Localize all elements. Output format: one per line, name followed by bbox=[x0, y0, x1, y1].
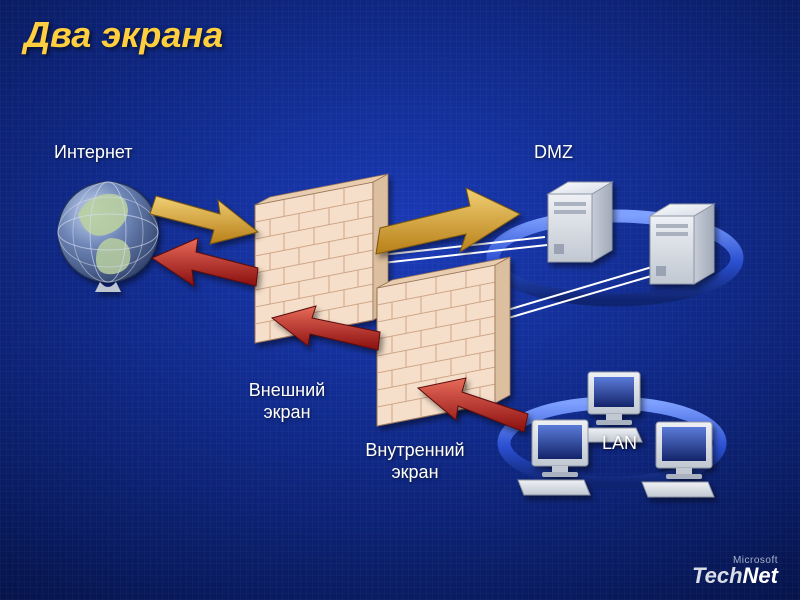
arrow-internet-to-outer bbox=[150, 196, 258, 244]
footer-logo: Microsoft TechNet bbox=[692, 555, 778, 586]
footer-brand-tech: Tech bbox=[692, 563, 743, 588]
internet-globe bbox=[58, 182, 158, 292]
footer-brand-net: Net bbox=[743, 563, 778, 588]
label-inner-fw: Внутренний экран bbox=[345, 440, 485, 483]
arrow-outer-to-internet bbox=[152, 238, 258, 286]
label-dmz: DMZ bbox=[534, 142, 573, 164]
label-lan: LAN bbox=[602, 433, 637, 455]
label-outer-fw: Внешний экран bbox=[232, 380, 342, 423]
network-diagram bbox=[0, 0, 800, 600]
slide: Два экрана bbox=[0, 0, 800, 600]
label-internet: Интернет bbox=[54, 142, 133, 164]
dmz-servers bbox=[548, 182, 714, 284]
